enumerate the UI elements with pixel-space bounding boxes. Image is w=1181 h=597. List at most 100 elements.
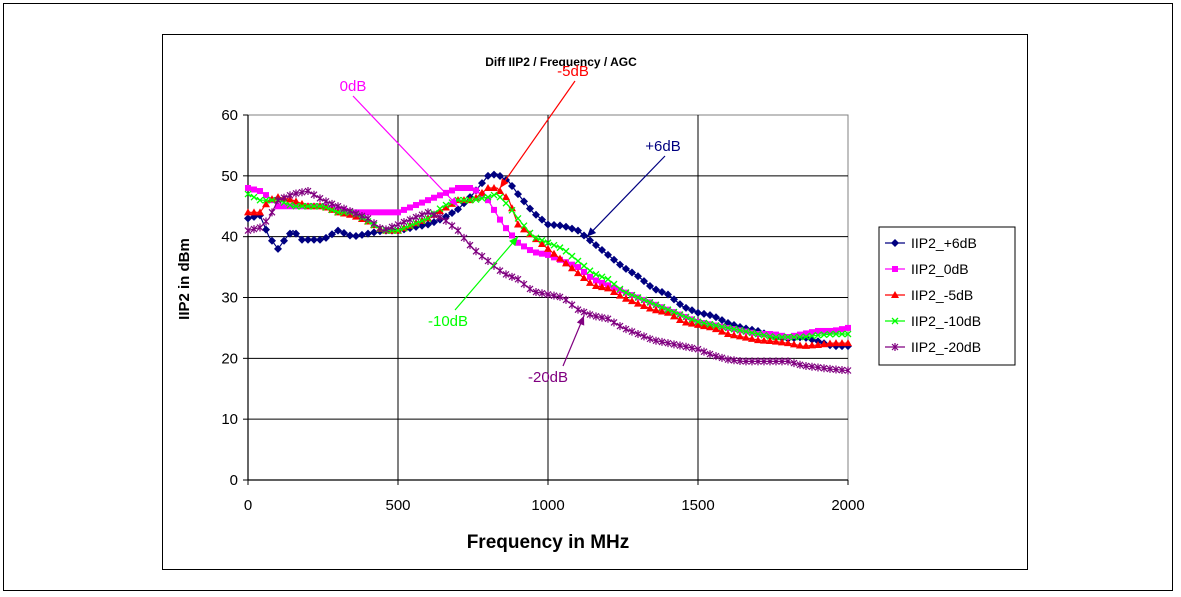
series-point [334,226,342,235]
series-point [682,318,690,326]
series-point [604,250,612,259]
series-point [610,318,618,327]
series-point [364,229,372,238]
series-point [682,313,690,321]
series-point [316,202,324,210]
series-point [586,310,594,319]
series-point [532,234,540,242]
annotation-label: +6dB [645,138,680,155]
series-point [538,236,546,244]
series-point [473,187,479,194]
series-point [370,228,378,237]
series-point [503,225,509,232]
series-point [251,186,257,193]
series-point [838,366,846,375]
series-point [634,272,642,281]
series-point [413,202,419,209]
series-point [646,334,654,343]
series-point [400,224,408,232]
series-point [490,261,498,270]
series-point [611,284,617,291]
series-point [497,216,503,223]
series-point [562,247,570,255]
series-point [622,325,630,334]
series-point [502,199,510,207]
series-point [322,197,330,206]
y-tick-label: 20 [221,350,238,367]
series-point [616,322,624,331]
series-point [485,197,491,204]
series-point [496,187,504,195]
series-point [508,206,516,214]
series-point [412,219,420,227]
series-point [628,268,636,277]
series-point [670,340,678,349]
series-point [844,339,852,347]
series-point [467,185,473,191]
series-point [580,262,588,270]
series-point [598,246,606,255]
series-point [352,209,360,218]
series-point [544,244,552,252]
series-point [544,290,552,299]
y-tick-label: 0 [230,472,238,489]
y-tick-label: 60 [221,107,238,124]
series-point [682,303,690,312]
series-point [436,213,444,222]
series-point [622,264,630,273]
series-point [797,331,803,338]
series-point [365,209,371,216]
series-point [634,299,642,307]
legend-entry: IIP2_-5dB [911,287,973,303]
series-point [586,267,594,275]
series-point [466,196,474,204]
annotation-arrowhead [587,227,597,237]
series-point [298,202,306,210]
series-point [520,222,528,230]
series-point [514,214,522,222]
series-point [257,188,263,195]
annotation-arrowhead [509,236,518,247]
series-point [274,196,282,205]
series-point [646,298,654,306]
series-point [466,241,474,250]
series-point [730,325,738,333]
series-point [742,357,750,366]
series-point [820,340,828,348]
series-point [280,236,288,245]
series-point [616,291,624,299]
series-point [706,323,714,331]
series-point [448,208,456,217]
series-point [262,200,270,208]
series-point [766,337,774,345]
series-point [718,323,726,331]
series-point [640,296,648,304]
series-point [346,207,354,216]
series-point [712,325,720,333]
series-point [574,305,582,314]
series-point [490,170,498,179]
series-point [580,274,588,282]
series-point [275,203,281,210]
series-point [700,347,708,356]
series-point [244,190,252,198]
series-point [419,199,425,206]
series-point [748,334,756,342]
series-point [839,326,845,333]
series-point [484,257,492,265]
series-point [509,232,515,239]
series-point [328,206,336,214]
series-point [520,197,528,206]
series-point [395,209,401,216]
series-point [454,205,462,214]
series-point [718,353,726,362]
series-point [616,285,624,293]
series-point [454,226,462,235]
series-point [652,285,660,294]
series-point [610,280,618,288]
series-point [742,333,750,341]
series-point [724,330,732,337]
series-point [437,192,443,199]
series-point [568,264,576,272]
series-point [826,339,834,347]
